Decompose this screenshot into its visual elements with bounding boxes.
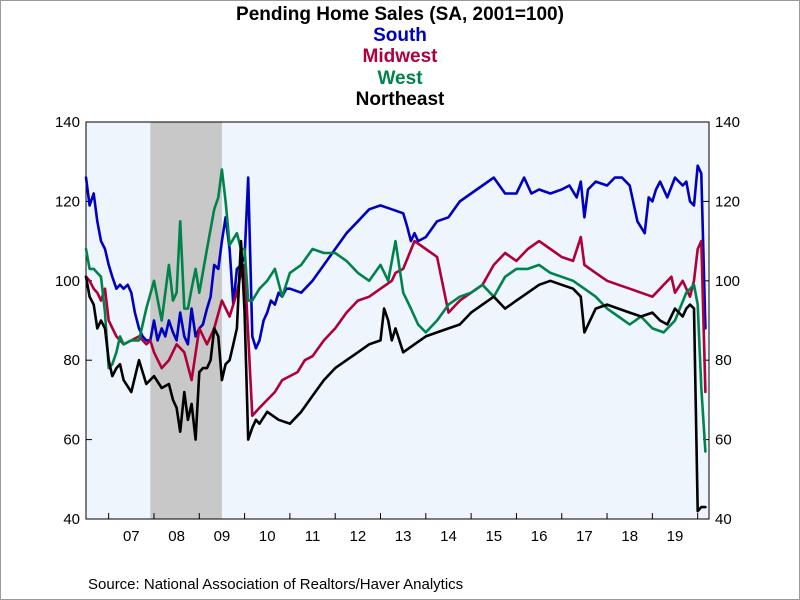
x-tick-label: 16 <box>531 528 548 545</box>
y-tick-label-left: 40 <box>63 511 80 528</box>
x-tick-label: 09 <box>214 528 231 545</box>
legend-midwest: Midwest <box>362 46 438 67</box>
series-line-west <box>84 168 707 453</box>
x-tick-label: 15 <box>485 528 502 545</box>
x-tick-label: 19 <box>667 528 684 545</box>
x-tick-label: 13 <box>395 528 412 545</box>
legend-west: West <box>377 68 423 89</box>
y-tick-label-left: 120 <box>55 193 80 210</box>
y-tick-label-left: 100 <box>55 273 80 290</box>
y-tick-label-right: 140 <box>715 114 740 131</box>
y-tick-label-right: 60 <box>715 432 732 449</box>
legend-northeast: Northeast <box>355 89 445 110</box>
x-tick-label: 11 <box>305 528 321 545</box>
y-tick-label-left: 140 <box>55 114 80 131</box>
x-tick-label: 17 <box>576 528 593 545</box>
chart-title: Pending Home Sales (SA, 2001=100) <box>236 4 564 25</box>
y-tick-label-right: 80 <box>715 352 732 369</box>
series-line-midwest <box>84 235 707 418</box>
series-line-northeast <box>84 239 707 513</box>
series-line-south <box>84 164 707 350</box>
plot-border <box>85 121 710 520</box>
y-tick-label-right: 100 <box>715 273 740 290</box>
source-note: Source: National Association of Realtors… <box>88 576 464 593</box>
x-tick-label: 07 <box>123 528 140 545</box>
y-tick-label-left: 60 <box>63 432 80 449</box>
x-tick-label: 08 <box>168 528 185 545</box>
y-tick-label-left: 80 <box>63 352 80 369</box>
legend-south: South <box>373 25 427 46</box>
x-tick-label: 12 <box>350 528 367 545</box>
y-tick-label-right: 40 <box>715 511 732 528</box>
x-tick-label: 14 <box>440 528 457 545</box>
x-tick-label: 18 <box>621 528 638 545</box>
x-tick-label: 10 <box>259 528 276 545</box>
y-tick-label-right: 120 <box>715 193 740 210</box>
